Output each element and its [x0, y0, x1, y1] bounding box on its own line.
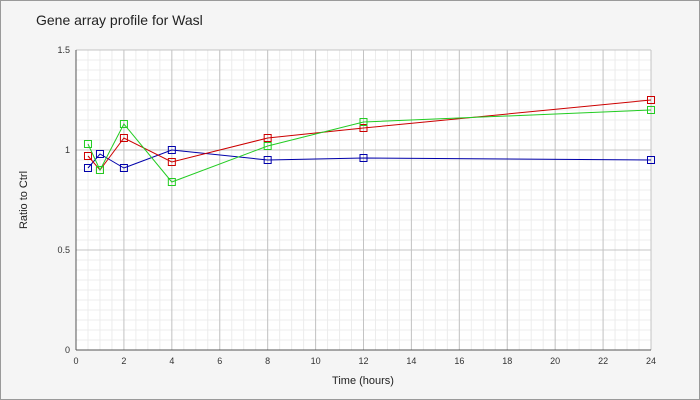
data-point — [263, 156, 272, 164]
data-point — [359, 124, 368, 132]
data-point — [95, 150, 104, 158]
data-point — [263, 142, 272, 150]
data-point — [119, 164, 128, 172]
data-point — [647, 156, 655, 164]
data-point — [359, 154, 368, 162]
y-tick-label: 0 — [65, 345, 70, 355]
data-point — [167, 158, 176, 166]
series-line — [87, 149, 652, 169]
series-group — [83, 96, 655, 186]
y-tick-label: 1.5 — [57, 45, 70, 55]
data-point — [83, 152, 92, 160]
data-point — [95, 166, 104, 174]
x-tick-label: 10 — [311, 356, 321, 366]
y-tick-label: 1 — [65, 145, 70, 155]
data-point — [647, 106, 655, 114]
x-tick-label: 0 — [73, 356, 78, 366]
x-axis-label: Time (hours) — [332, 375, 394, 387]
series-3 — [83, 106, 655, 186]
series-1 — [83, 146, 655, 172]
x-tick-label: 22 — [598, 356, 608, 366]
x-tick-label: 8 — [265, 356, 270, 366]
x-tick-label: 4 — [169, 356, 174, 366]
x-tick-label: 14 — [406, 356, 416, 366]
data-point — [167, 178, 176, 186]
x-tick-label: 24 — [646, 356, 656, 366]
data-point — [647, 96, 655, 104]
y-tick-labels: 0 0.5 1 1.5 — [57, 45, 70, 355]
data-point — [119, 120, 128, 128]
axes — [75, 50, 651, 351]
x-tick-label: 16 — [454, 356, 464, 366]
x-tick-label: 18 — [502, 356, 512, 366]
x-tick-label: 12 — [358, 356, 368, 366]
data-point — [263, 134, 272, 142]
x-tick-label: 6 — [217, 356, 222, 366]
data-point — [83, 140, 92, 148]
data-point — [119, 134, 128, 142]
data-point — [359, 118, 368, 126]
y-tick-label: 0.5 — [57, 245, 70, 255]
x-tick-label: 2 — [121, 356, 126, 366]
x-tick-labels: 0 2 4 6 8 10 12 14 16 18 20 22 24 — [73, 356, 656, 366]
series-line — [87, 109, 652, 183]
data-point — [167, 146, 176, 154]
chart-title: Gene array profile for Wasl — [36, 12, 203, 28]
y-axis-label: Ratio to Ctrl — [18, 171, 30, 229]
x-tick-label: 20 — [550, 356, 560, 366]
data-point — [83, 164, 92, 172]
